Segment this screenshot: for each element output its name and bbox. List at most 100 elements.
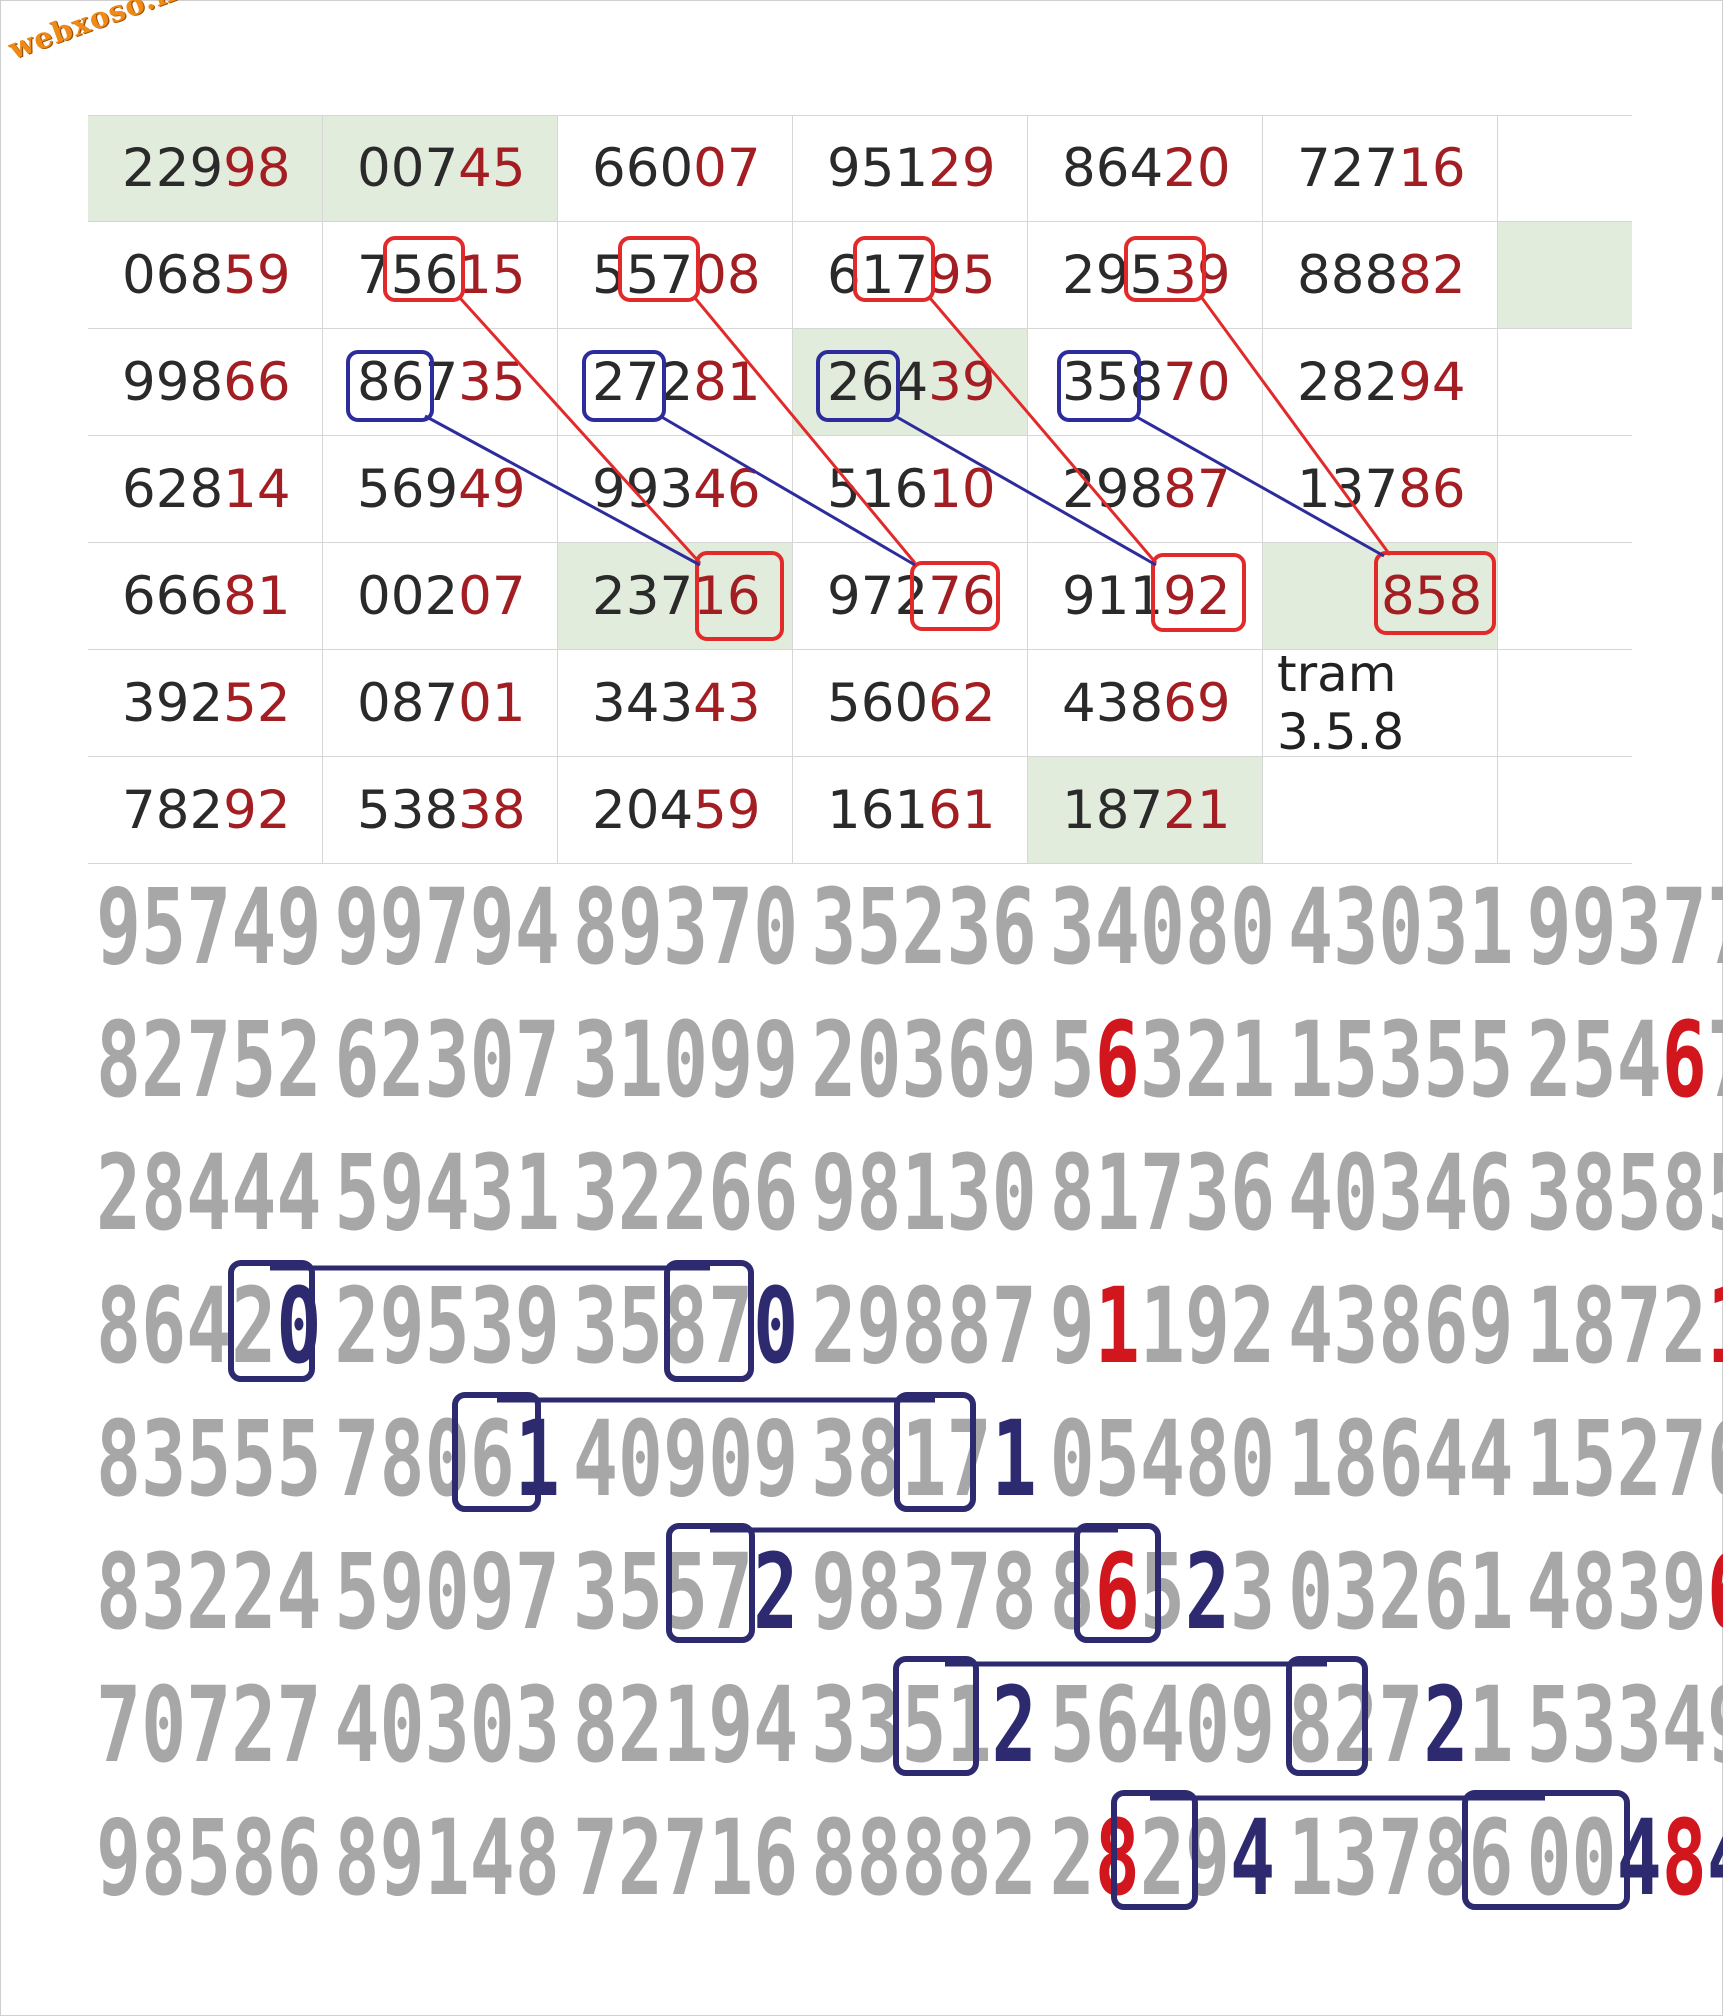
sheet-digit: 0 [469, 1664, 515, 1786]
grid-cell: 557 08 [558, 222, 793, 329]
grid-cell-head: 272 [592, 351, 694, 413]
sheet-digit: 9 [469, 1531, 515, 1653]
grid-cell: 867 35 [323, 329, 558, 436]
sheet-digit: 8 [96, 1265, 142, 1387]
grid-cell-tail: 70 [1163, 351, 1231, 413]
sheet-digit: 8 [1184, 866, 1230, 988]
grid-cell-tail: 95 [928, 244, 996, 306]
grid-cell-head: 295 [1062, 244, 1164, 306]
sheet-digit: 4 [1139, 1398, 1185, 1520]
sheet-digit: 9 [96, 866, 142, 988]
grid-cell-tail: 69 [1163, 672, 1231, 734]
sheet-number: 15355 [1288, 999, 1513, 1132]
sheet-digit: 9 [1049, 1265, 1095, 1387]
grid-cell-tail: 61 [928, 779, 996, 841]
sheet-digit: 4 [1423, 1132, 1469, 1254]
sheet-digit: 2 [811, 999, 857, 1121]
sheet-digit: 3 [572, 999, 618, 1121]
sheet-digit: 5 [1571, 999, 1617, 1121]
grid-cell: 002 07 [323, 543, 558, 650]
sheet-digit: 6 [1094, 999, 1140, 1121]
grid-cell-tail: 29 [928, 138, 996, 199]
grid-cell-tail: 08 [693, 244, 761, 306]
sheet-digit: 4 [1230, 1797, 1276, 1919]
sheet-digit: 7 [1707, 999, 1723, 1121]
grid-cell: 911 92 [1028, 543, 1263, 650]
sheet-digit: 8 [1423, 1797, 1469, 1919]
sheet-number: 83224 [96, 1531, 321, 1664]
sheet-number: 70727 [96, 1664, 321, 1797]
grid-cell: 560 62 [793, 650, 1028, 757]
sheet-digit: 2 [1616, 1398, 1662, 1520]
grid-cell: 272 81 [558, 329, 793, 436]
sheet-digit: 5 [186, 1398, 232, 1520]
grid-cell-tail: 81 [223, 565, 291, 627]
sheet-digit: 3 [856, 1664, 902, 1786]
grid-cell-tail: 76 [928, 565, 996, 627]
sheet-number: 72716 [573, 1797, 798, 1930]
sheet-number: 83555 [96, 1398, 321, 1531]
grid-cell-tail: 01 [458, 672, 526, 734]
grid-cell: 998 66 [88, 329, 323, 436]
grid-cell: 392 52 [88, 650, 323, 757]
sheet-digit: 4 [276, 1531, 322, 1653]
sheet-digit: 3 [811, 1664, 857, 1786]
sheet-digit: 8 [1184, 1398, 1230, 1520]
sheet-number: 91192 [1050, 1265, 1275, 1398]
grid-cell-tail: 16 [693, 565, 761, 627]
sheet-digit: 6 [946, 999, 992, 1121]
sheet-digit: 3 [141, 1398, 187, 1520]
grid-cell: 888 82 [1263, 222, 1498, 329]
grid-cell-tail: 39 [928, 351, 996, 413]
sheet-number: 82752 [96, 999, 321, 1132]
grid-note: tram 3.5.8 [1277, 645, 1405, 761]
grid-cell: 569 49 [323, 436, 558, 543]
grid-cell-head: 557 [592, 244, 694, 306]
sheet-number: 99794 [334, 866, 559, 999]
grid-cell: 782 92 [88, 757, 323, 864]
sheet-digit: 4 [1468, 1398, 1514, 1520]
grid-cell-head: 617 [827, 244, 929, 306]
sheet-digit: 3 [572, 1132, 618, 1254]
sheet-digit: 8 [96, 999, 142, 1121]
sheet-digit: 1 [1288, 1398, 1334, 1520]
sheet-digit: 3 [901, 999, 947, 1121]
grid-cell-head: 161 [827, 779, 929, 841]
sheet-number: 88882 [811, 1797, 1036, 1930]
sheet-number: 32266 [573, 1132, 798, 1265]
sheet-digit: 5 [1049, 999, 1095, 1121]
sheet-digit: 1 [1288, 1797, 1334, 1919]
sheet-digit: 4 [334, 1664, 380, 1786]
grid-cell-head: 438 [1062, 672, 1164, 734]
sheet-digit: 9 [1571, 866, 1617, 988]
sheet-digit: 8 [96, 1531, 142, 1653]
sheet-digit: 0 [469, 999, 515, 1121]
sheet-digit: 4 [186, 1132, 232, 1254]
sheet-digit: 0 [1333, 1132, 1379, 1254]
sheet-digit: 9 [753, 999, 799, 1121]
sheet-digit: 7 [186, 1664, 232, 1786]
sheet-digit: 3 [1333, 1265, 1379, 1387]
sheet-digit: 5 [617, 1531, 663, 1653]
sheet-digit: 9 [617, 866, 663, 988]
grid-cell-tail: 59 [223, 244, 291, 306]
sheet-digit: 5 [186, 1797, 232, 1919]
sheet-digit: 3 [1139, 999, 1185, 1121]
sheet-digit: 2 [1184, 1531, 1230, 1653]
sheet-number: 56409 [1050, 1664, 1275, 1797]
grid-cell-head: 727 [1297, 138, 1399, 199]
sheet-digit: 3 [1333, 1531, 1379, 1653]
sheet-number: 78061 [334, 1398, 559, 1531]
sheet-digit: 3 [1378, 1132, 1424, 1254]
grid-cell-head: 756 [357, 244, 459, 306]
grid-cell-tail: 98 [223, 138, 291, 199]
grid-cell [1498, 543, 1632, 650]
sheet-digit: 4 [1288, 866, 1334, 988]
sheet-digit: 9 [469, 866, 515, 988]
grid-cell-tail: 81 [693, 351, 761, 413]
grid-cell: 229 98 [88, 115, 323, 222]
sheet-digit: 3 [811, 866, 857, 988]
sheet-digit: 2 [231, 1531, 277, 1653]
grid-cell-value: 858 [1381, 565, 1483, 627]
